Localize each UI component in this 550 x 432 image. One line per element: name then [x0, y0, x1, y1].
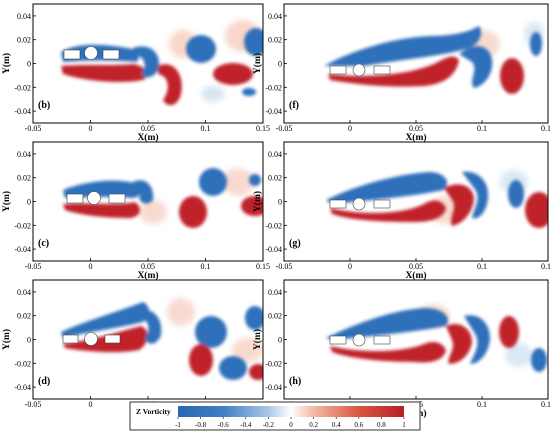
x-tick-label-b: 0 — [89, 124, 93, 133]
colorbar-tick-label: -1 — [175, 421, 181, 429]
panel-label-f: (f) — [289, 100, 299, 111]
y-tick-label-b: 0.04 — [17, 12, 31, 21]
y-tick-label-c: 0.04 — [17, 150, 31, 159]
y-tick-label-c: 0.02 — [17, 174, 31, 183]
panel-b: (b) — [32, 3, 264, 124]
x-tick-label-g: 0.05 — [409, 262, 423, 271]
panel-label-b: (b) — [38, 100, 50, 111]
y-axis-label-f: Y(m) — [252, 53, 263, 74]
panel-c: (c) — [32, 141, 264, 262]
x-tick-label-b: -0.05 — [25, 124, 42, 133]
y-tick-label-g: 0.04 — [268, 150, 282, 159]
y-tick-label-f: -0.04 — [265, 107, 282, 116]
x-tick-label-g: 0.15 — [541, 262, 550, 271]
y-tick-label-d: 0.04 — [17, 288, 31, 297]
vorticity-field-b — [33, 4, 263, 123]
panel-label-d: (d) — [38, 376, 50, 387]
y-tick-label-g: -0.02 — [265, 221, 282, 230]
vorticity-field-d — [33, 280, 263, 399]
x-tick-label-c: -0.05 — [25, 262, 42, 271]
x-tick-label-f: 0 — [348, 124, 352, 133]
vorticity-field-g — [284, 142, 548, 261]
panel-h: (h) — [283, 279, 549, 400]
colorbar-tick-label: -0.6 — [218, 421, 230, 429]
colorbar-tick-label: -0.2 — [263, 421, 275, 429]
x-tick-label-f: 0.05 — [409, 124, 423, 133]
y-axis-label-b: Y(m) — [1, 53, 12, 74]
y-axis-label-g: Y(m) — [252, 191, 263, 212]
colorbar-tick-label: 0 — [289, 421, 293, 429]
y-tick-label-h: 0.04 — [268, 288, 282, 297]
panel-d: (d) — [32, 279, 264, 400]
y-tick-label-d: -0.04 — [14, 383, 31, 392]
y-tick-label-d: -0.02 — [14, 359, 31, 368]
x-tick-label-c: 0.15 — [256, 262, 270, 271]
y-axis-label-d: Y(m) — [1, 329, 12, 350]
panel-label-c: (c) — [38, 238, 49, 249]
colorbar-tick-label: -0.4 — [240, 421, 252, 429]
y-tick-label-d: 0.02 — [17, 312, 31, 321]
colorbar-ticks: -1 -0.8 -0.6 -0.4 -0.2 0 0.2 0.4 0.6 0.8 1 — [175, 417, 406, 429]
x-tick-label-b: 0.05 — [141, 124, 155, 133]
y-tick-label-g: -0.04 — [265, 245, 282, 254]
y-axis-label-h: Y(m) — [252, 329, 263, 350]
y-tick-label-h: 0 — [278, 336, 282, 345]
y-tick-label-c: 0 — [27, 198, 31, 207]
y-tick-label-f: -0.02 — [265, 83, 282, 92]
colorbar: Z Vorticity -1 -0.8 -0.6 -0.4 -0.2 0 0.2 0.4 0.6… — [129, 401, 421, 431]
x-tick-label-f: 0.1 — [477, 124, 487, 133]
colorbar-tick-label: 1 — [402, 421, 406, 429]
x-tick-label-g: 0 — [348, 262, 352, 271]
x-tick-label-c: 0.05 — [141, 262, 155, 271]
vorticity-field-c — [33, 142, 263, 261]
colorbar-tick-label: 0.6 — [354, 421, 363, 429]
x-tick-label-d: 0 — [89, 400, 93, 409]
x-tick-label-h: 0.1 — [477, 400, 487, 409]
y-tick-label-b: 0.02 — [17, 36, 31, 45]
y-tick-label-f: 0 — [278, 60, 282, 69]
y-tick-label-g: 0 — [278, 198, 282, 207]
y-tick-label-f: 0.02 — [268, 36, 282, 45]
x-axis-label-c: X(m) — [137, 270, 158, 281]
x-tick-label-g: 0.1 — [477, 262, 487, 271]
x-tick-label-g: -0.05 — [276, 262, 293, 271]
x-tick-label-f: 0.15 — [541, 124, 550, 133]
y-tick-label-h: 0.02 — [268, 312, 282, 321]
x-axis-label-g: X(m) — [405, 270, 426, 281]
panel-label-h: (h) — [289, 376, 301, 387]
colorbar-tick-label: 0.4 — [332, 421, 341, 429]
y-tick-label-d: 0 — [27, 336, 31, 345]
y-tick-label-c: -0.02 — [14, 221, 31, 230]
vorticity-field-h — [284, 280, 548, 399]
colorbar-tick-label: 0.2 — [309, 421, 318, 429]
panel-g: (g) — [283, 141, 549, 262]
vorticity-field-f — [284, 4, 548, 123]
x-axis-label-b: X(m) — [137, 132, 158, 143]
x-tick-label-b: 0.15 — [256, 124, 270, 133]
y-axis-label-c: Y(m) — [1, 191, 12, 212]
x-tick-label-f: -0.05 — [276, 124, 293, 133]
colorbar-title: Z Vorticity — [136, 407, 171, 416]
y-tick-label-g: 0.02 — [268, 174, 282, 183]
y-tick-label-f: 0.04 — [268, 12, 282, 21]
y-tick-label-h: -0.02 — [265, 359, 282, 368]
x-tick-label-d: -0.05 — [25, 400, 42, 409]
y-tick-label-b: 0 — [27, 60, 31, 69]
colorbar-gradient — [178, 406, 404, 417]
panel-f: (f) — [283, 3, 549, 124]
x-axis-label-f: X(m) — [405, 132, 426, 143]
y-tick-label-b: -0.02 — [14, 83, 31, 92]
colorbar-tick-label: 0.8 — [377, 421, 386, 429]
y-tick-label-c: -0.04 — [14, 245, 31, 254]
x-tick-label-b: 0.1 — [201, 124, 211, 133]
y-tick-label-b: -0.04 — [14, 107, 31, 116]
colorbar-tick-label: -0.8 — [195, 421, 207, 429]
panel-label-g: (g) — [289, 238, 301, 249]
x-tick-label-c: 0 — [89, 262, 93, 271]
y-tick-label-h: -0.04 — [265, 383, 282, 392]
x-tick-label-c: 0.1 — [201, 262, 211, 271]
x-tick-label-h: 0.15 — [541, 400, 550, 409]
